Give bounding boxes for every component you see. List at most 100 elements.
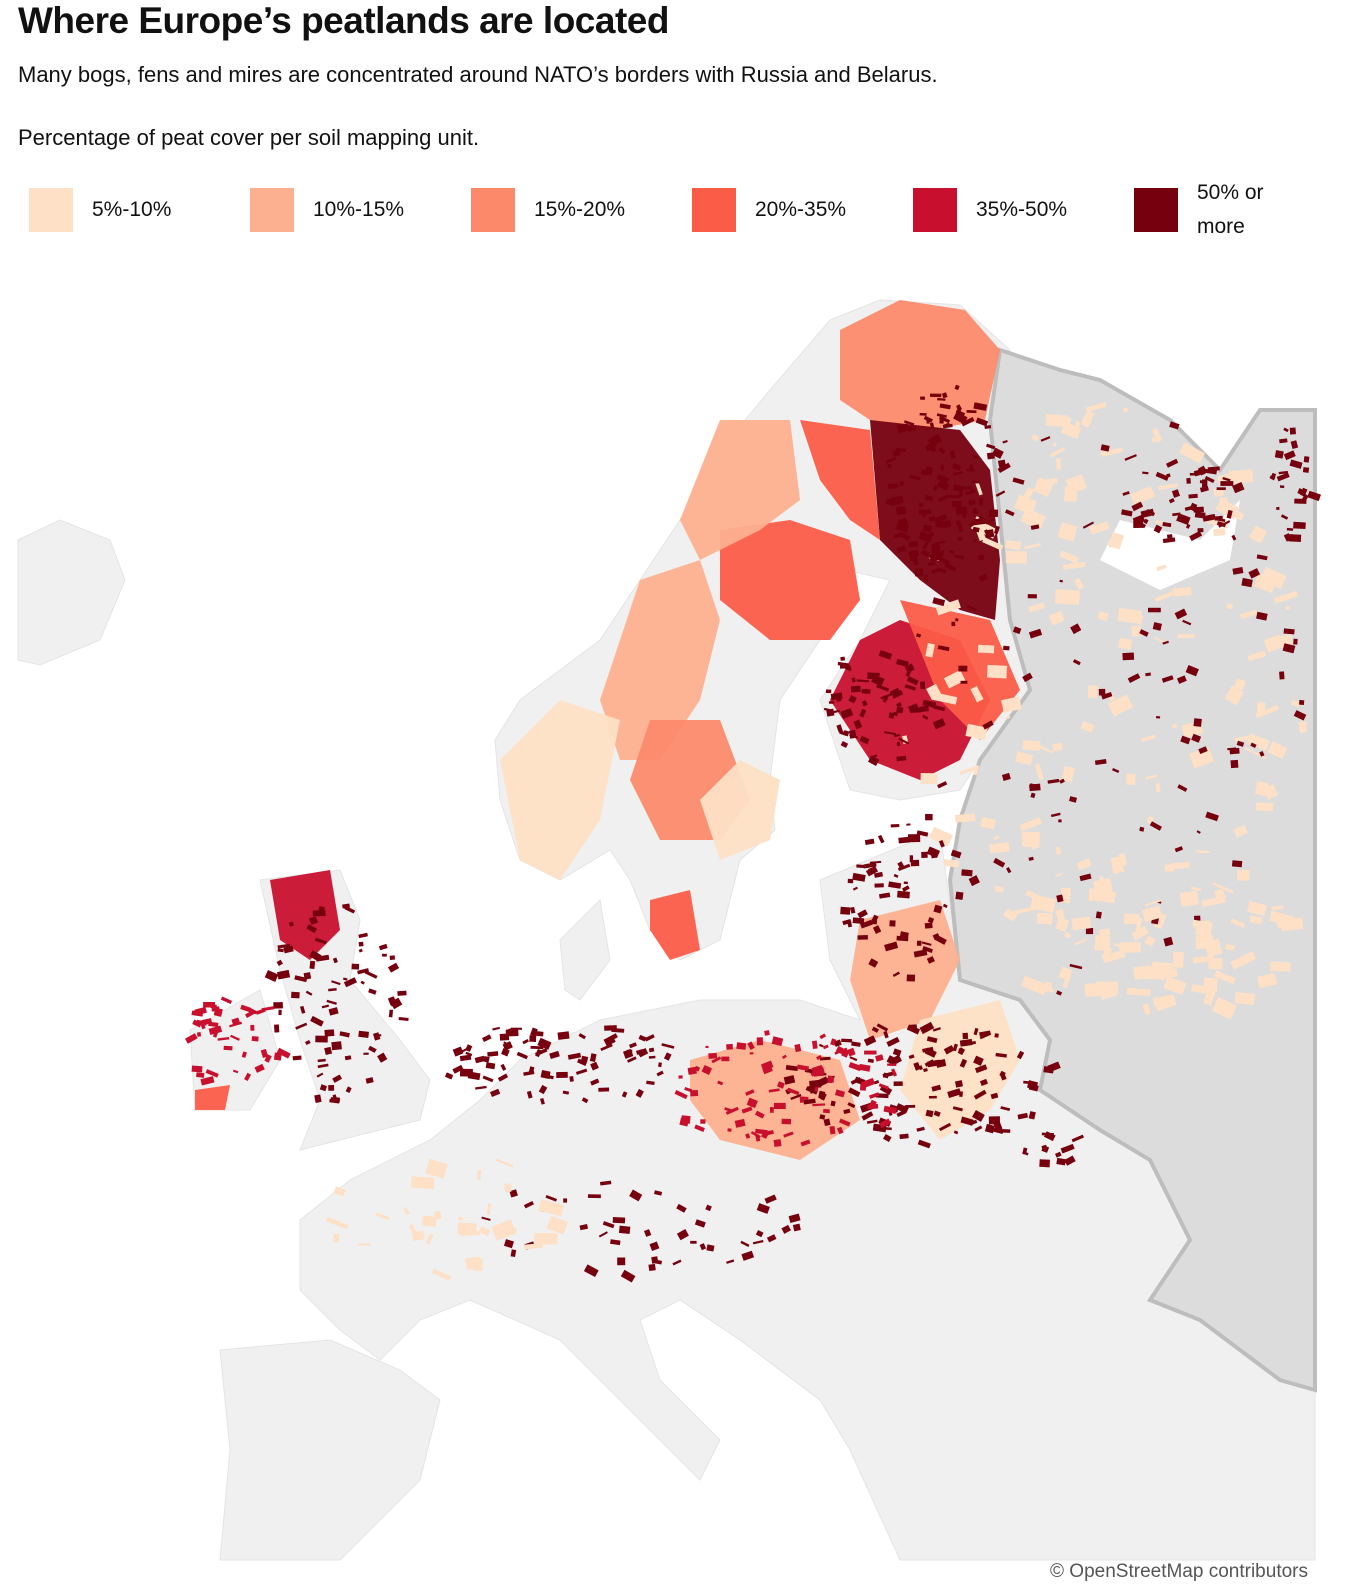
- peat-area: [351, 963, 360, 970]
- peat-area: [1162, 537, 1176, 544]
- peat-area: [943, 859, 960, 868]
- peat-area: [896, 658, 909, 667]
- peat-area: [947, 1088, 962, 1099]
- peat-area: [1280, 514, 1289, 520]
- peat-area: [1158, 483, 1179, 491]
- white-sea: [1100, 500, 1240, 590]
- peat-area: [823, 1118, 831, 1127]
- peat-area: [1185, 665, 1199, 677]
- peat-area: [800, 420, 880, 540]
- peat-area: [492, 1026, 500, 1031]
- peat-area: [1027, 594, 1037, 599]
- peat-area: [871, 1026, 879, 1033]
- peat-area: [389, 955, 396, 960]
- peat-area: [1298, 721, 1308, 733]
- peat-area: [877, 834, 885, 844]
- peat-area: [896, 702, 903, 708]
- peat-area: [849, 1056, 858, 1062]
- peat-area: [674, 1090, 688, 1100]
- peat-area: [809, 1079, 822, 1089]
- peat-area: [1122, 491, 1130, 496]
- peat-area: [1030, 792, 1036, 799]
- peat-area: [1189, 530, 1203, 542]
- peat-area: [937, 781, 948, 789]
- peat-area: [938, 1122, 952, 1132]
- peat-area: [839, 663, 852, 672]
- peat-area: [834, 1089, 846, 1098]
- peat-area: [1267, 741, 1288, 759]
- peat-area: [925, 643, 935, 658]
- peat-area: [969, 488, 976, 494]
- peat-area: [590, 1078, 600, 1086]
- peat-area: [1263, 634, 1284, 653]
- peat-area: [680, 420, 800, 560]
- peat-area: [920, 396, 925, 400]
- peat-area: [1239, 609, 1258, 619]
- peat-area: [1074, 577, 1085, 591]
- peat-area: [734, 1118, 746, 1128]
- peat-area: [785, 1064, 799, 1072]
- peat-area: [847, 878, 854, 884]
- peat-area: [457, 1216, 463, 1221]
- peat-area: [893, 873, 899, 878]
- peat-area: [1179, 442, 1205, 464]
- peat-area: [368, 1045, 377, 1053]
- peat-area: [629, 1189, 643, 1202]
- peat-area: [726, 1043, 734, 1050]
- peat-area: [879, 892, 891, 899]
- peat-area: [1172, 586, 1192, 597]
- peat-area: [1022, 672, 1033, 683]
- peat-area: [717, 1080, 724, 1086]
- land: [299, 829, 1316, 1561]
- peat-area: [968, 875, 980, 887]
- peat-area: [1122, 652, 1135, 661]
- peat-area: [241, 1051, 247, 1058]
- peat-area: [897, 890, 910, 899]
- peat-area: [557, 1031, 570, 1040]
- peat-area: [706, 1244, 715, 1252]
- peat-area: [294, 975, 308, 983]
- peat-area: [208, 1025, 223, 1036]
- peat-area: [1192, 919, 1213, 930]
- peat-area: [358, 1030, 370, 1038]
- peat-area: [993, 525, 1000, 535]
- peat-area: [878, 650, 893, 660]
- peat-area: [907, 425, 917, 432]
- peat-area: [1012, 477, 1025, 485]
- subtitle: Many bogs, fens and mires are concentrat…: [18, 62, 938, 87]
- peat-area: [332, 957, 338, 964]
- peat-area: [264, 970, 279, 982]
- peat-area: [589, 1053, 597, 1062]
- peat-area: [1166, 458, 1179, 468]
- peat-area: [736, 1042, 747, 1050]
- peat-area: [955, 1080, 963, 1088]
- peat-area: [1028, 628, 1043, 639]
- peat-area: [526, 1090, 533, 1099]
- peat-area: [929, 422, 935, 429]
- peat-area: [990, 1092, 999, 1100]
- peat-area: [892, 1048, 902, 1057]
- peat-area: [978, 573, 988, 582]
- peat-area: [1040, 436, 1051, 442]
- peat-area: [953, 471, 964, 476]
- peat-area: [358, 948, 363, 953]
- peat-area: [936, 474, 949, 484]
- peat-area: [926, 846, 941, 858]
- peat-area: [801, 1096, 809, 1101]
- peat-area: [397, 990, 407, 996]
- peat-area: [191, 1010, 204, 1017]
- peat-area: [956, 520, 961, 526]
- peat-area: [1035, 896, 1045, 909]
- peat-area: [939, 403, 951, 410]
- peat-area: [364, 970, 378, 979]
- peat-area: [305, 1039, 311, 1046]
- peat-area: [1234, 678, 1246, 690]
- peat-area: [912, 707, 922, 713]
- peat-area: [273, 1024, 280, 1033]
- peat-area: [1231, 860, 1243, 868]
- peat-area: [1121, 509, 1133, 517]
- peat-area: [483, 1056, 490, 1063]
- peat-area: [766, 1234, 777, 1243]
- peat-area: [1186, 477, 1191, 484]
- peat-area: [1234, 991, 1255, 1006]
